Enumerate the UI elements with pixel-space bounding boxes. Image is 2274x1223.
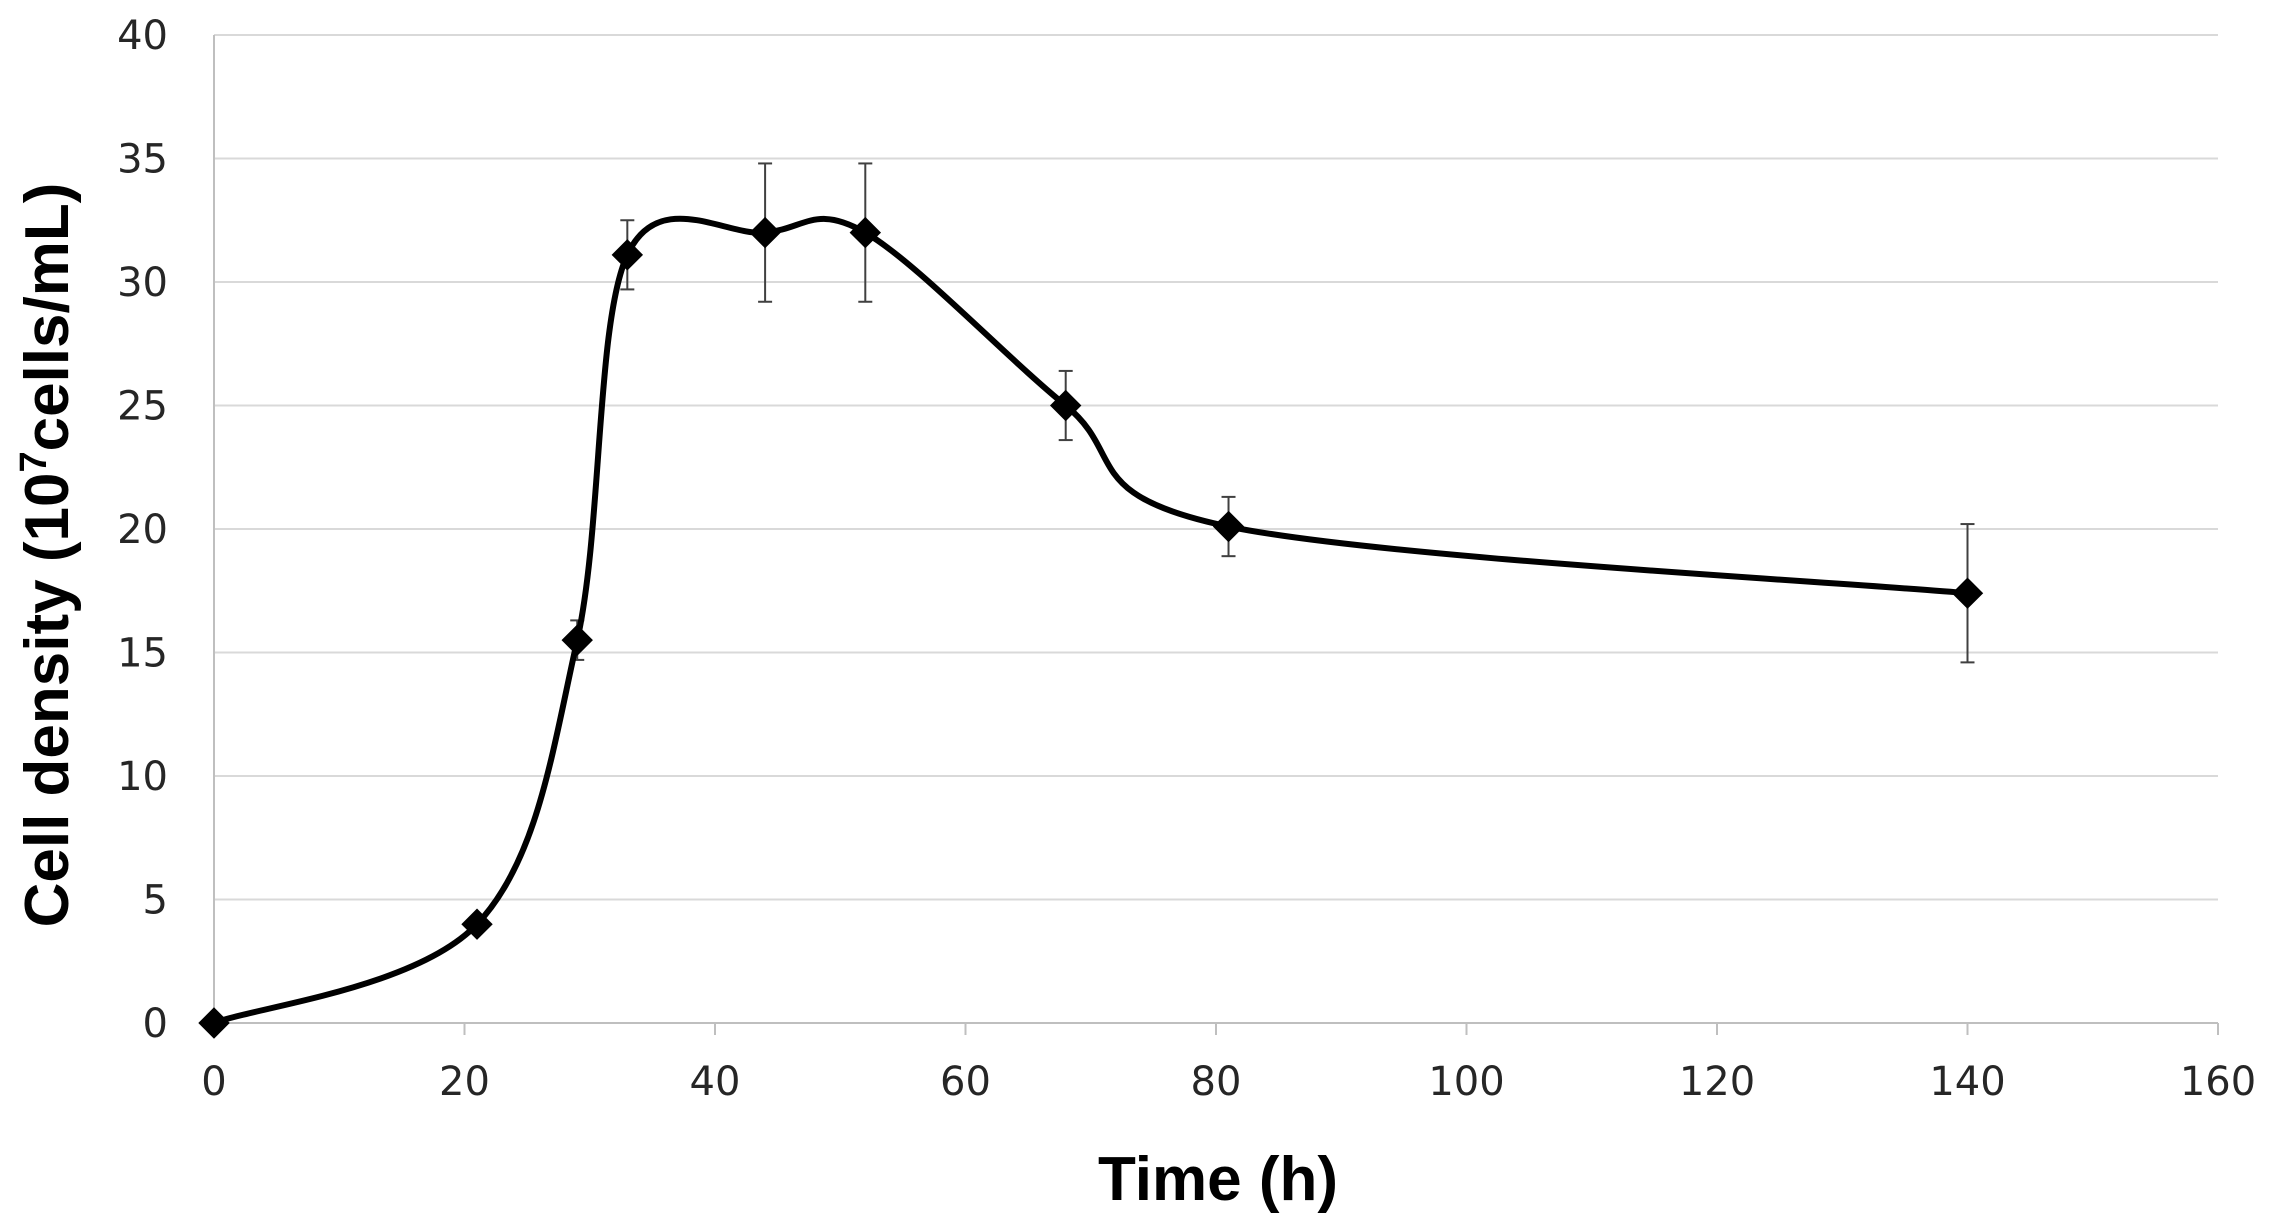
y-tick-label-35: 35	[117, 137, 168, 183]
y-axis-title-prefix: Cell density (10	[13, 473, 82, 928]
data-point	[1212, 510, 1245, 543]
x-tick-label-160: 160	[2180, 1059, 2256, 1105]
y-tick-label-30: 30	[117, 260, 168, 306]
series-line-0	[211, 215, 1971, 1026]
x-tick-label-120: 120	[1679, 1059, 1755, 1105]
tick-labels: 0 5 10 15 20 25 30 35 40 0 20 40 60 80 100 120 140 160	[117, 13, 2256, 1105]
y-axis-title-superscript: 7	[13, 451, 55, 472]
data-point	[461, 908, 493, 940]
data-point	[1951, 577, 1984, 609]
y-tick-label-25: 25	[117, 384, 168, 430]
x-tick-label-60: 60	[940, 1059, 991, 1105]
series-lines	[211, 215, 1971, 1026]
data-point	[611, 239, 644, 271]
data-point	[1049, 389, 1082, 422]
x-tick-label-40: 40	[690, 1059, 741, 1105]
y-tick-label-40: 40	[117, 13, 168, 59]
x-tick-label-140: 140	[1929, 1059, 2005, 1105]
y-axis-title-suffix: cells/mL)	[13, 183, 82, 452]
y-tick-label-10: 10	[117, 754, 168, 800]
grid	[214, 34, 2218, 901]
y-axis-title: Cell density (107cells/mL)	[13, 183, 82, 928]
axes	[213, 35, 2219, 1035]
y-tick-label-15: 15	[117, 631, 168, 677]
x-tick-label-100: 100	[1428, 1059, 1504, 1105]
y-tick-label-0: 0	[143, 1001, 168, 1047]
x-tick-label-0: 0	[201, 1059, 226, 1105]
data-point	[749, 216, 781, 249]
data-point	[849, 216, 882, 249]
data-points	[198, 216, 1984, 1039]
y-tick-label-5: 5	[143, 878, 168, 924]
data-point	[198, 1007, 230, 1039]
x-axis-title: Time (h)	[1098, 1145, 1338, 1214]
data-point	[561, 624, 593, 656]
error-bars	[570, 162, 1975, 664]
x-tick-label-80: 80	[1191, 1059, 1242, 1105]
x-tick-label-20: 20	[439, 1059, 490, 1105]
y-tick-label-20: 20	[117, 507, 168, 553]
